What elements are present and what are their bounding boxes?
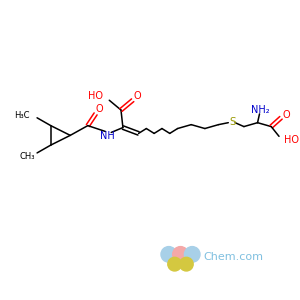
Text: CH₃: CH₃ <box>20 152 35 161</box>
Circle shape <box>161 247 177 262</box>
Text: NH₂: NH₂ <box>251 105 270 115</box>
Text: Chem.com: Chem.com <box>203 252 263 262</box>
Text: S: S <box>229 117 236 127</box>
Circle shape <box>173 247 188 262</box>
Text: O: O <box>96 104 103 114</box>
Text: H₃C: H₃C <box>14 111 29 120</box>
Text: O: O <box>134 91 141 101</box>
Text: HO: HO <box>284 135 299 145</box>
Circle shape <box>184 247 200 262</box>
Circle shape <box>179 257 193 271</box>
Text: NH: NH <box>100 131 115 141</box>
Text: O: O <box>282 110 290 120</box>
Text: HO: HO <box>88 91 104 101</box>
Circle shape <box>168 257 182 271</box>
